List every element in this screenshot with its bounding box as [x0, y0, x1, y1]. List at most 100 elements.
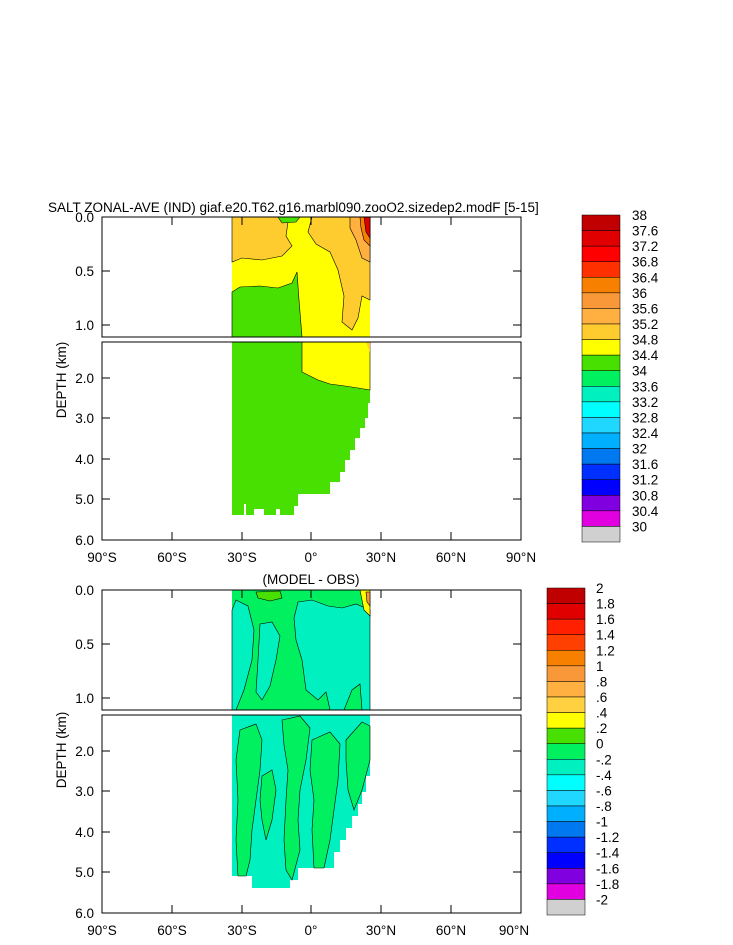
diff-field-neg0.2-0-b [293, 599, 371, 711]
colorbar-swatch [581, 308, 621, 325]
colorbar-label: 37.6 [632, 224, 658, 239]
bottom-xtick-90S: 90°S [87, 923, 116, 938]
colorbar-swatch [546, 759, 586, 776]
colorbar-swatch [546, 603, 586, 620]
colorbar-swatch [581, 479, 621, 496]
colorbar-swatch [546, 650, 586, 667]
colorbar-swatch [546, 836, 586, 853]
diff-field-lower-green-d [345, 721, 371, 811]
colorbar-label: -.4 [596, 768, 612, 783]
colorbar-label: 1.6 [596, 612, 615, 627]
diff-field-pos-0.2-0.4 [255, 590, 283, 602]
top-ylabel: DEPTH (km) [54, 342, 69, 419]
colorbar-label: -1 [596, 815, 608, 830]
colorbar-swatch [546, 805, 586, 822]
colorbar-label: -2 [596, 892, 608, 907]
top-ytick-1.0: 1.0 [75, 318, 94, 333]
colorbar-label: 37.2 [632, 239, 658, 254]
colorbar-swatch [581, 386, 621, 403]
bottom-xtick-30N: 30°N [366, 923, 396, 938]
colorbar-label: .6 [596, 690, 607, 705]
colorbar-label: 32.8 [632, 410, 658, 425]
top-axis-ticks [101, 216, 522, 541]
bottom-colorbar [546, 587, 586, 916]
colorbar-label: 1 [596, 659, 604, 674]
top-field-35.2-sliver [366, 342, 370, 352]
colorbar-label: 31.6 [632, 457, 658, 472]
colorbar-swatch [581, 448, 621, 465]
bottom-ytick-5.0: 5.0 [75, 865, 94, 880]
top-xtick-90S: 90°S [87, 550, 116, 565]
top-field-34.4-34.8-lower [232, 342, 370, 515]
bottom-axis-ticks [101, 589, 522, 914]
top-colorbar [581, 214, 621, 543]
colorbar-label: 33.6 [632, 379, 658, 394]
top-colorbar-labels: 3837.637.236.836.43635.635.234.834.43433… [632, 208, 659, 534]
colorbar-label: -1.8 [596, 877, 619, 892]
colorbar-swatch [546, 868, 586, 885]
top-chart-title: SALT ZONAL-AVE (IND) giaf.e20.T62.g16.ma… [48, 200, 539, 215]
colorbar-label: -1.2 [596, 830, 619, 845]
colorbar-label: 0 [596, 737, 604, 752]
bottom-lower-section [101, 714, 522, 914]
colorbar-swatch [546, 696, 586, 713]
top-xtick-30S: 30°S [227, 550, 256, 565]
colorbar-swatch [581, 417, 621, 434]
bottom-ytick-6.0: 6.0 [75, 906, 94, 921]
diff-field-neg0.2-0-c [255, 621, 281, 701]
colorbar-label: 36 [632, 286, 647, 301]
colorbar-swatch [581, 245, 621, 262]
colorbar-swatch [546, 774, 586, 791]
top-ytick-2.0: 2.0 [75, 371, 94, 386]
diff-field-high-surface [365, 591, 371, 607]
colorbar-label: 32 [632, 442, 647, 457]
colorbar-label: -1.6 [596, 861, 619, 876]
colorbar-label: 38 [632, 208, 647, 223]
colorbar-swatch [546, 821, 586, 838]
colorbar-swatch [581, 463, 621, 480]
colorbar-label: 35.6 [632, 301, 658, 316]
top-xtick-60N: 60°N [436, 550, 466, 565]
colorbar-label: 1.2 [596, 643, 615, 658]
bottom-chart-title: (MODEL - OBS) [262, 572, 359, 587]
top-ytick-0.0: 0.0 [75, 210, 94, 225]
colorbar-swatch [581, 526, 621, 543]
top-ytick-5.0: 5.0 [75, 492, 94, 507]
top-ytick-3.0: 3.0 [75, 411, 94, 426]
colorbar-label: 36.8 [632, 255, 658, 270]
colorbar-swatch [581, 401, 621, 418]
colorbar-swatch [581, 354, 621, 371]
diff-field-neg0.2-0-a [231, 599, 255, 711]
colorbar-label: 34.4 [632, 348, 659, 363]
bottom-ytick-2.0: 2.0 [75, 744, 94, 759]
colorbar-swatch [581, 339, 621, 356]
bottom-xtick-60S: 60°S [157, 923, 186, 938]
colorbar-swatch [581, 230, 621, 247]
colorbar-swatch [546, 852, 586, 869]
colorbar-swatch [546, 681, 586, 698]
bottom-chart: (MODEL - OBS) 0.0 0.5 1.0 2.0 3. [54, 572, 620, 938]
top-field-35.2-35.6-right [307, 216, 371, 331]
colorbar-swatch [546, 727, 586, 744]
bottom-xtick-90N: 90°N [499, 923, 529, 938]
colorbar-label: 1.4 [596, 628, 615, 643]
colorbar-swatch [581, 261, 621, 278]
top-lower-section [101, 341, 522, 541]
colorbar-swatch [581, 510, 621, 527]
colorbar-swatch [581, 292, 621, 309]
top-ytick-0.5: 0.5 [75, 264, 94, 279]
colorbar-swatch [546, 634, 586, 651]
colorbar-label: 30.4 [632, 504, 659, 519]
colorbar-label: -.8 [596, 799, 612, 814]
colorbar-label: -.6 [596, 783, 612, 798]
bottom-xtick-60N: 60°N [436, 923, 466, 938]
colorbar-swatch [581, 214, 621, 231]
diff-field-lower-green-c [309, 731, 341, 869]
bottom-colorbar-labels: 21.81.61.41.21.8.6.4.20-.2-.4-.6-.8-1-1.… [596, 581, 620, 907]
colorbar-label: 35.2 [632, 317, 658, 332]
diff-field-lower-green-a [235, 723, 263, 877]
colorbar-label: -.2 [596, 752, 612, 767]
colorbar-swatch [546, 665, 586, 682]
colorbar-swatch [546, 618, 586, 635]
bottom-xtick-0: 0° [305, 923, 318, 938]
